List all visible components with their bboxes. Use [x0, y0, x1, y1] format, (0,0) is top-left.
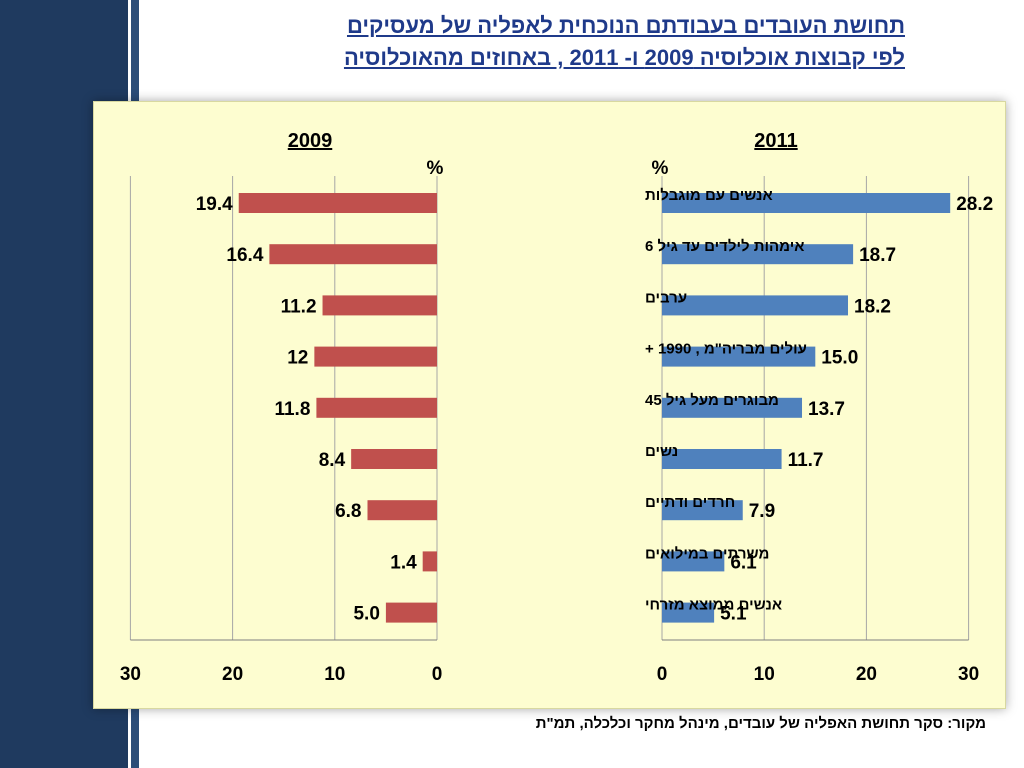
tick-label-2011-0: 0 — [657, 664, 668, 685]
category-label-7: משרתים במילואים — [645, 545, 769, 562]
tick-label-2009-0: 0 — [432, 664, 443, 685]
tick-label-2011-10: 10 — [754, 664, 775, 685]
data-label-2011-8: 5.1 — [720, 604, 747, 625]
bar-2009-6 — [367, 500, 437, 521]
bar-2009-4 — [316, 397, 437, 418]
bar-2011-6 — [662, 500, 743, 521]
tick-label-2009-20: 20 — [222, 664, 243, 685]
bar-2009-2 — [322, 295, 437, 316]
category-label-4: מבוגרים מעל גיל 45 — [645, 392, 779, 409]
data-label-2011-3: 15.0 — [821, 348, 858, 369]
tick-label-2009-10: 10 — [324, 664, 345, 685]
slide-title: תחושת העובדים בעבודתם הנוכחית לאפליה של … — [150, 10, 905, 74]
data-label-2011-0: 28.2 — [956, 194, 993, 215]
bar-2011-4 — [662, 397, 803, 418]
data-label-2011-7: 6.1 — [730, 552, 757, 573]
category-label-5: נשים — [645, 443, 678, 460]
bar-2011-2 — [662, 295, 849, 316]
title-line-1: תחושת העובדים בעבודתם הנוכחית לאפליה של … — [346, 13, 905, 38]
data-label-2009-2: 11.2 — [281, 296, 317, 317]
data-label-2011-1: 18.7 — [859, 245, 896, 266]
data-label-2011-4: 13.7 — [808, 399, 845, 420]
data-label-2009-8: 5.0 — [353, 604, 379, 625]
bar-2009-7 — [422, 551, 437, 572]
tick-label-2011-30: 30 — [958, 664, 979, 685]
bar-2011-7 — [662, 551, 725, 572]
bar-2011-3 — [662, 346, 816, 367]
unit-label-2009: % — [427, 158, 444, 179]
bar-2011-5 — [662, 449, 782, 469]
bar-2011-0 — [662, 193, 951, 213]
bar-2009-1 — [269, 244, 437, 265]
category-label-8: אנשים ממוצא מזרחי — [645, 597, 782, 614]
data-label-2009-7: 1.4 — [390, 552, 417, 573]
data-label-2011-5: 11.7 — [788, 450, 824, 471]
data-label-2009-5: 8.4 — [319, 450, 346, 471]
title-line-2: לפי קבוצות אוכלוסיה 2009 ו- 2011 , באחוז… — [343, 45, 905, 70]
data-label-2011-2: 18.2 — [854, 296, 891, 317]
bar-2009-3 — [314, 346, 437, 367]
data-label-2011-6: 7.9 — [749, 501, 775, 522]
source-note: מקור: סקר תחושת האפליה של עובדים, מינהל … — [535, 715, 986, 732]
category-label-6: חרדים ודתיים — [645, 494, 735, 511]
bar-2009-5 — [351, 449, 437, 469]
unit-label-2011: % — [652, 158, 669, 179]
data-label-2009-0: 19.4 — [196, 194, 233, 215]
category-label-0: אנשים עם מוגבלות — [645, 187, 773, 204]
panel-title-2009: 2009 — [288, 130, 333, 152]
bar-2009-8 — [385, 602, 437, 623]
data-label-2009-3: 12 — [287, 348, 308, 369]
bar-2011-8 — [662, 602, 715, 623]
data-label-2009-4: 11.8 — [274, 399, 310, 420]
bar-2009-0 — [238, 193, 437, 213]
category-label-1: אימהות לילדים עד גיל 6 — [645, 238, 805, 255]
category-label-3: עולים מבריה"מ , 1990 + — [645, 341, 807, 358]
tick-label-2011-20: 20 — [856, 664, 877, 685]
category-label-2: ערבים — [645, 289, 687, 306]
data-label-2009-1: 16.4 — [226, 245, 263, 266]
data-label-2009-6: 6.8 — [335, 501, 361, 522]
bar-2011-1 — [662, 244, 854, 265]
tick-label-2009-30: 30 — [120, 664, 141, 685]
panel-title-2011: 2011 — [754, 130, 797, 152]
